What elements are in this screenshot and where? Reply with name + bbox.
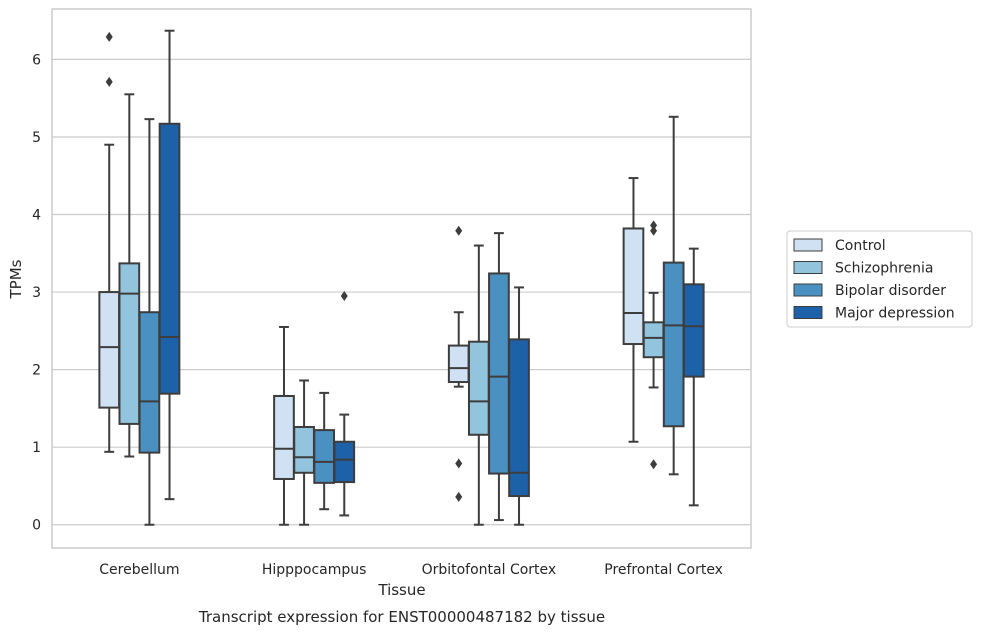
y-tick-label: 2 (32, 363, 41, 379)
box-body (662, 261, 685, 428)
box-major-depression (508, 286, 530, 526)
box-body (447, 344, 470, 384)
box-body (642, 321, 665, 359)
box-groups (98, 29, 705, 526)
x-axis-label: Tissue (377, 581, 425, 599)
legend-swatch (793, 238, 823, 252)
y-axis-label: TPMs (7, 259, 25, 299)
box-body (467, 340, 490, 436)
legend-frame (786, 230, 973, 328)
box-schizophrenia (467, 244, 490, 526)
box-body (682, 283, 705, 378)
outlier-point (650, 220, 658, 231)
y-tick-label: 4 (32, 208, 41, 224)
legend: Control Schizophrenia Bipolar disorder Majo… (786, 230, 973, 328)
x-tick-label: Prefrontal Cortex (604, 562, 723, 578)
y-tick-label: 0 (32, 518, 41, 534)
legend-swatch (793, 261, 823, 274)
outlier-point (105, 31, 113, 42)
box-bipolar-disorder (662, 115, 685, 476)
box-body (333, 440, 356, 484)
y-axis-ticks: 0 1 2 3 4 5 6 (32, 52, 41, 533)
x-tick-label: Orbitofontal Cortex (422, 562, 557, 578)
box-schizophrenia (293, 379, 315, 526)
outlier-point (105, 76, 113, 87)
box-body (98, 291, 121, 409)
box-control (622, 177, 645, 443)
box-body (313, 429, 336, 484)
outlier-point (650, 225, 658, 236)
outlier-point (455, 458, 463, 469)
x-tick-label: Cerebellum (99, 562, 179, 578)
outlier-point (455, 225, 463, 236)
box-body (118, 262, 141, 425)
outlier-point (650, 459, 658, 470)
box-body (273, 394, 295, 480)
outlier-point (455, 491, 463, 502)
box-body (622, 227, 645, 346)
legend-label: Schizophrenia (835, 261, 933, 277)
legend-swatch (793, 283, 823, 297)
legend-swatch (793, 306, 823, 319)
chart-caption: Transcript expression for ENST0000048718… (198, 608, 605, 626)
plot-background (52, 9, 751, 548)
box-body (508, 338, 530, 498)
y-tick-label: 6 (32, 52, 41, 68)
x-axis-ticks: Cerebellum Hipppocampus Orbitofontal Corte… (99, 562, 723, 578)
box-body (293, 426, 315, 474)
legend-label: Bipolar disorder (835, 283, 946, 299)
box-major-depression (682, 247, 705, 507)
box-schizophrenia (642, 220, 665, 470)
y-tick-label: 3 (32, 285, 41, 301)
box-control (98, 31, 121, 453)
plot-frame (51, 8, 752, 549)
box-major-depression (158, 29, 181, 501)
legend-label: Control (835, 238, 886, 254)
y-tick-label: 5 (32, 130, 41, 146)
x-tick-label: Hipppocampus (262, 562, 367, 578)
legend-label: Major depression (835, 306, 955, 322)
outlier-point (340, 290, 348, 301)
box-bipolar-disorder (313, 391, 336, 511)
y-tick-label: 1 (32, 440, 41, 456)
box-body (138, 311, 161, 454)
box-body (158, 122, 181, 395)
box-major-depression (333, 290, 356, 517)
box-body (488, 272, 510, 475)
